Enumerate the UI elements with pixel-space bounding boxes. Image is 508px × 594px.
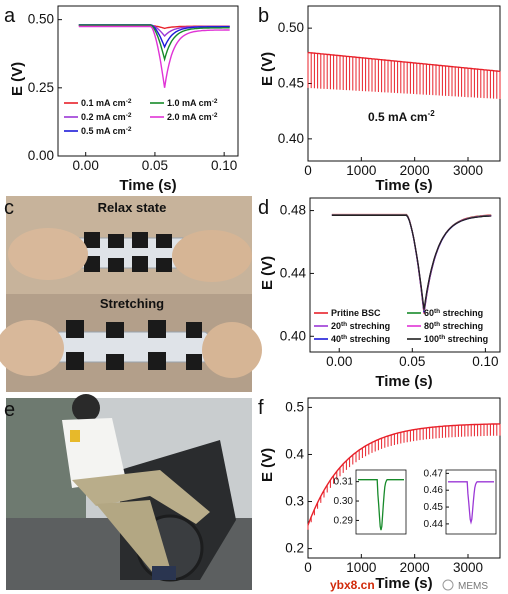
chart-a-ytick-label: 0.25 xyxy=(28,80,54,95)
right-fingers xyxy=(172,230,252,282)
photo-c-top-label: Relax state xyxy=(98,200,167,215)
chart-a-ylabel: E (V) xyxy=(9,62,26,96)
chart-f-ytick-label: 0.2 xyxy=(285,541,304,556)
chart-d-xlabel: Time (s) xyxy=(375,373,432,390)
chart-f-ytick-label: 0.5 xyxy=(285,399,304,414)
chart-f-xtick-label: 1000 xyxy=(346,560,376,575)
chart-d-series-line xyxy=(331,214,492,310)
chart-b-xtick-label: 0 xyxy=(304,163,312,178)
chart-f-frame xyxy=(307,397,501,559)
chart-b-xtick-label: 1000 xyxy=(346,163,376,178)
chart-a-legend-label: 0.2 mA cm-2 xyxy=(81,112,132,122)
chart-a-legend-label: 0.5 mA cm-2 xyxy=(81,126,132,136)
chart-a-legend-label: 1.0 mA cm-2 xyxy=(167,98,218,108)
chart-f-ytick-label: 0.3 xyxy=(285,494,304,509)
chart-d-legend-label: 100th streching xyxy=(424,334,488,344)
chart-f-inset-ytick-label: 0.44 xyxy=(424,519,444,530)
chart-d-xtick-label: 0.10 xyxy=(472,354,498,369)
chart-b-ytick-label: 0.40 xyxy=(278,131,304,146)
panel-label-d: d xyxy=(258,197,269,219)
chart-f-spike-series xyxy=(307,423,501,530)
chart-a-legend-label: 0.1 mA cm-2 xyxy=(81,98,132,108)
photo-c-bottom-label: Stretching xyxy=(100,296,164,311)
chart-a-xtick-label: 0.05 xyxy=(142,158,168,173)
chart-d-legend-label: 80th streching xyxy=(424,321,483,331)
left-fingers-2 xyxy=(0,320,64,376)
person-head xyxy=(72,394,100,422)
chart-b-xtick-label: 3000 xyxy=(453,163,483,178)
chart-a-ytick-label: 0.50 xyxy=(28,12,54,27)
chart-f-inset-line xyxy=(448,481,494,525)
chart-d-ytick-label: 0.48 xyxy=(280,203,306,218)
panel-label-c: c xyxy=(4,197,14,219)
photo-c: Relax state Stretching xyxy=(0,196,262,392)
right-fingers-2 xyxy=(202,322,262,378)
chart-d-ytick-label: 0.44 xyxy=(280,265,307,280)
chart-a-legend-label: 2.0 mA cm-2 xyxy=(167,112,218,122)
chart-f-inset-ytick-label: 0.31 xyxy=(334,477,354,488)
chart-b-xlabel: Time (s) xyxy=(375,177,432,194)
chart-d-legend-label: 40th streching xyxy=(331,334,390,344)
chart-b-xtick-label: 2000 xyxy=(400,163,430,178)
chart-b-ytick-label: 0.45 xyxy=(278,76,304,91)
chart-f-inset-ytick-label: 0.30 xyxy=(334,496,354,507)
wechat-icon xyxy=(442,579,454,591)
chart-f-inset-frame xyxy=(355,469,407,535)
chart-f-inset-ytick-label: 0.46 xyxy=(424,485,444,496)
chart-f-xtick-label: 3000 xyxy=(453,560,483,575)
chart-b-annotation: 0.5 mA cm-2 xyxy=(368,109,435,124)
chart-a-xtick-label: 0.00 xyxy=(73,158,99,173)
chart-f-xlabel: Time (s) xyxy=(375,575,432,592)
chart-d-xtick-label: 0.00 xyxy=(326,354,352,369)
chart-a-ytick-label: 0.00 xyxy=(28,148,54,163)
panel-label-a: a xyxy=(4,5,16,27)
chart-a-series-line xyxy=(78,24,230,62)
chart-f-ytick-label: 0.4 xyxy=(285,446,304,461)
chart-b-ytick-label: 0.50 xyxy=(278,20,304,35)
chart-a-frame xyxy=(57,5,239,157)
chart-b-ylabel: E (V) xyxy=(259,52,276,86)
arm-sensor xyxy=(70,430,80,442)
watermark-site: ybx8.cn xyxy=(330,578,375,592)
chart-f-inset-ytick-label: 0.29 xyxy=(334,515,354,526)
person-pants xyxy=(72,470,210,524)
chart-d-ylabel: E (V) xyxy=(259,256,276,290)
chart-f-inset-ytick-label: 0.45 xyxy=(424,502,444,513)
panel-label-e: e xyxy=(4,399,15,421)
chart-b-spike-series xyxy=(307,52,501,99)
chart-d-legend-label: 60th streching xyxy=(424,308,483,318)
chart-d: E (V) Time (s) 0.00 0.05 0.10 0.40 0.44 0.48 P… xyxy=(259,197,501,390)
chart-d-legend-label: 20th streching xyxy=(331,321,390,331)
chart-a-xlabel: Time (s) xyxy=(119,177,176,194)
chart-f-upper-envelope xyxy=(307,423,500,526)
chart-a-series-line xyxy=(78,25,230,88)
panel-label-b: b xyxy=(258,5,269,27)
chart-a: E (V) Time (s) 0.00 0.05 0.10 0.00 0.25 0.50 0… xyxy=(9,5,239,194)
chart-d-ytick-label: 0.40 xyxy=(280,328,306,343)
left-fingers xyxy=(8,228,88,280)
panel-label-f: f xyxy=(258,397,264,419)
chart-a-xtick-label: 0.10 xyxy=(211,158,237,173)
chart-f-inset-ytick-label: 0.47 xyxy=(424,468,444,479)
chart-f-xtick-label: 2000 xyxy=(400,560,430,575)
chart-d-legend-label: Pritine BSC xyxy=(331,308,381,318)
chart-b: E (V) Time (s) 0.5 mA cm-2 0 1000 2000 3000… xyxy=(259,5,501,194)
chart-f-ylabel: E (V) xyxy=(259,448,276,482)
chart-f-inset-line xyxy=(358,479,404,531)
chart-f-xtick-label: 0 xyxy=(304,560,312,575)
chart-b-upper-envelope xyxy=(307,51,501,72)
photo-e xyxy=(6,394,252,590)
chart-d-frame xyxy=(309,197,501,353)
chart-f: E (V) Time (s) 0 1000 2000 3000 0.2 0.3 0.4 0.5… xyxy=(259,397,501,592)
chart-d-xtick-label: 0.05 xyxy=(399,354,425,369)
watermark-brand: MEMS xyxy=(458,581,488,592)
